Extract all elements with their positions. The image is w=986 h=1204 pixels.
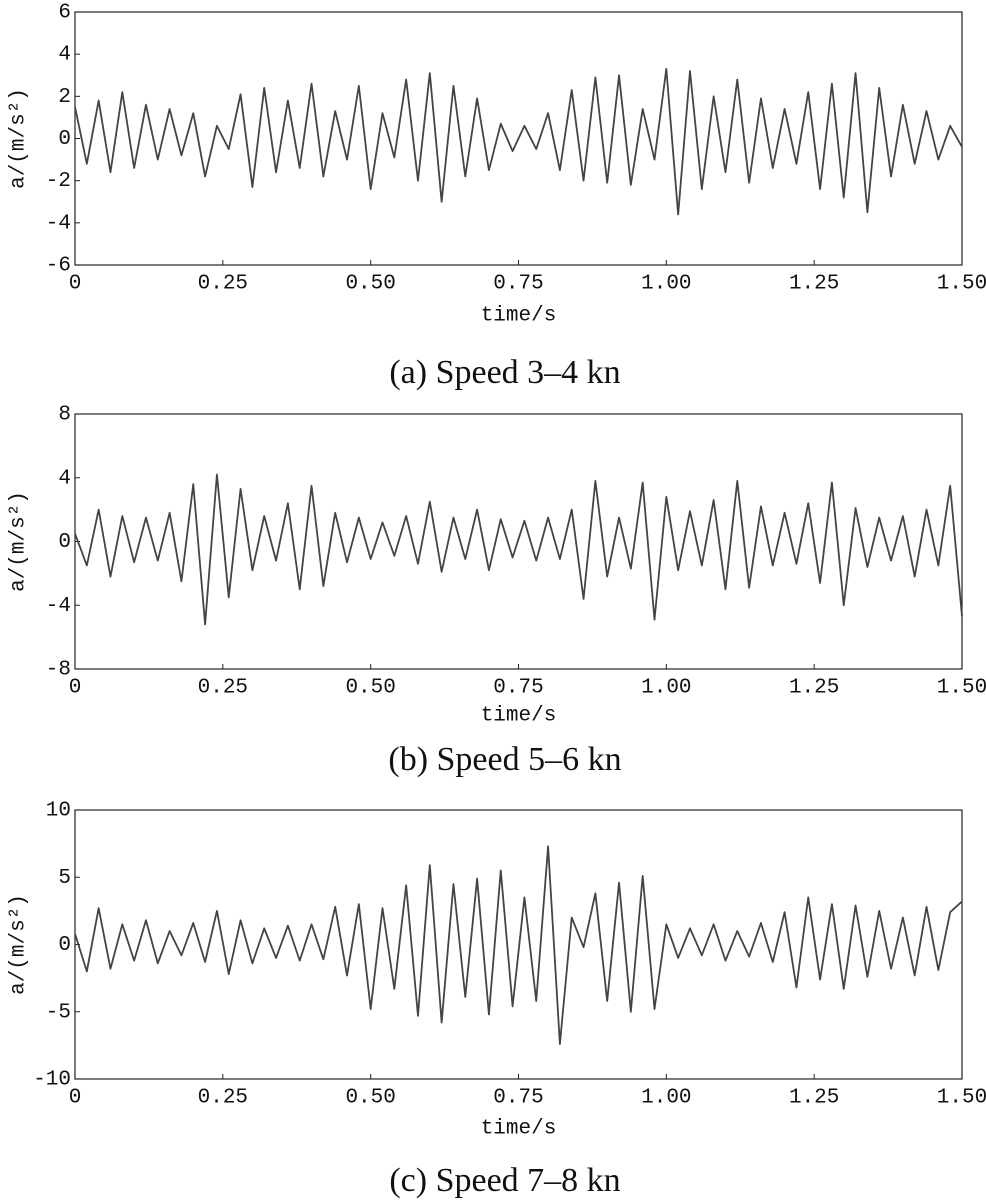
x-tick-label: 0.25 <box>198 1087 248 1110</box>
x-tick-label: 1.25 <box>789 273 839 296</box>
y-tick-label: 4 <box>58 467 71 490</box>
y-tick-label: -5 <box>46 1001 71 1024</box>
signal-line <box>74 68 963 216</box>
x-tick-label: 0 <box>69 1087 82 1110</box>
x-axis-label: time/s <box>481 1118 557 1141</box>
x-tick-label: 0.50 <box>345 677 395 700</box>
x-tick-label: 1.00 <box>641 677 691 700</box>
x-tick-label: 0 <box>69 273 82 296</box>
x-tick-label: 0 <box>69 677 82 700</box>
y-tick-label: 4 <box>58 44 71 67</box>
chart-caption: (c) Speed 7–8 kn <box>389 1162 620 1199</box>
y-tick-label: -6 <box>46 255 71 278</box>
signal-line <box>74 473 963 626</box>
signal-line <box>74 845 963 1045</box>
y-tick-label: 10 <box>46 800 71 823</box>
y-tick-label: 0 <box>58 128 71 151</box>
y-axis-label: a/(m/s²) <box>8 88 31 189</box>
x-tick-label: 1.50 <box>937 677 986 700</box>
x-tick-label: 0.25 <box>198 677 248 700</box>
x-tick-label: 0.25 <box>198 273 248 296</box>
y-tick-label: 8 <box>58 404 71 427</box>
x-tick-label: 1.25 <box>789 1087 839 1110</box>
chart-caption: (a) Speed 3–4 kn <box>389 354 620 391</box>
x-tick-label: 1.00 <box>641 273 691 296</box>
y-tick-label: 6 <box>58 2 71 25</box>
y-tick-label: -8 <box>46 659 71 682</box>
x-tick-label: 0.75 <box>493 677 543 700</box>
y-tick-label: -4 <box>46 212 71 235</box>
y-tick-label: -4 <box>46 595 71 618</box>
y-tick-label: 0 <box>58 934 71 957</box>
y-tick-label: 5 <box>58 867 71 890</box>
y-axis-label: a/(m/s²) <box>8 894 31 995</box>
x-tick-label: 1.50 <box>937 1087 986 1110</box>
y-tick-label: 0 <box>58 531 71 554</box>
y-tick-label: -10 <box>33 1069 71 1092</box>
x-tick-label: 1.25 <box>789 677 839 700</box>
x-tick-label: 1.00 <box>641 1087 691 1110</box>
y-tick-label: -2 <box>46 170 71 193</box>
y-axis-label: a/(m/s²) <box>8 491 31 592</box>
chart-caption: (b) Speed 5–6 kn <box>388 741 621 778</box>
x-tick-label: 0.75 <box>493 273 543 296</box>
y-tick-label: 2 <box>58 86 71 109</box>
x-axis-label: time/s <box>481 305 557 328</box>
x-axis-label: time/s <box>481 705 557 728</box>
x-tick-label: 0.75 <box>493 1087 543 1110</box>
x-tick-label: 1.50 <box>937 273 986 296</box>
x-tick-label: 0.50 <box>345 273 395 296</box>
x-tick-label: 0.50 <box>345 1087 395 1110</box>
